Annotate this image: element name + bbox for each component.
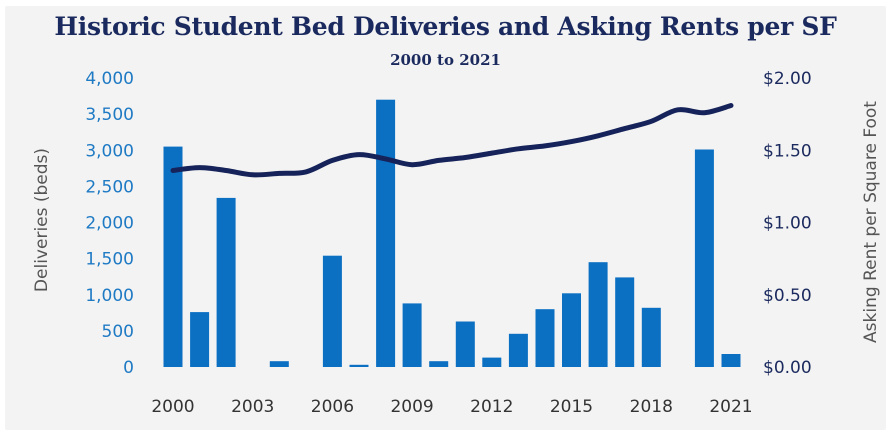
y-right-tick-label: $2.00 [763, 69, 812, 89]
bar-2015 [562, 293, 581, 367]
bar-2014 [535, 309, 555, 367]
y-axis-label-right: Asking Rent per Square Foot [861, 101, 881, 343]
y-left-tick-label: 1,500 [85, 250, 134, 270]
bar-2012 [482, 357, 502, 367]
x-tick-label: 2021 [709, 397, 752, 417]
left-axis-ticks: 0 500 1,000 1,500 2,000 2,500 3,000 3,500 4,000 [85, 69, 134, 378]
y-right-tick-label: $1.00 [763, 214, 812, 234]
rent-line-path [170, 103, 734, 178]
bar-2010 [429, 361, 449, 367]
bar-2016 [588, 262, 608, 367]
y-left-tick-label: 2,500 [85, 177, 134, 197]
y-left-tick-label: 2,000 [85, 214, 134, 234]
y-right-tick-label: $0.50 [763, 286, 812, 306]
bar-2002 [216, 197, 236, 367]
bar-2000 [163, 146, 183, 367]
bar-2011 [455, 321, 475, 367]
y-left-tick-label: 0 [123, 358, 134, 378]
bar-2007 [349, 364, 369, 367]
x-tick-label: 2003 [231, 397, 274, 417]
x-axis-ticks: 2000 2003 2006 2009 2012 2015 2018 2021 [151, 397, 752, 417]
bar-2004 [269, 361, 289, 367]
y-right-tick-label: $1.50 [763, 141, 812, 161]
x-tick-label: 2006 [311, 397, 354, 417]
x-tick-label: 2009 [390, 397, 433, 417]
right-axis-ticks: $0.00 $0.50 $1.00 $1.50 $2.00 [763, 69, 812, 378]
x-tick-label: 2015 [550, 397, 593, 417]
bar-2013 [508, 333, 528, 367]
bar-2021 [721, 354, 741, 367]
x-tick-label: 2012 [470, 397, 513, 417]
x-tick-label: 2018 [630, 397, 673, 417]
y-axis-label-left: Deliveries (beds) [32, 148, 52, 292]
asking-rent-line [170, 103, 734, 178]
y-left-tick-label: 1,000 [85, 286, 134, 306]
y-left-tick-label: 500 [102, 322, 134, 342]
deliveries-bars [163, 99, 741, 367]
bar-2001 [190, 312, 210, 367]
bar-2006 [322, 255, 342, 367]
bar-2018 [641, 307, 661, 367]
y-left-tick-label: 3,500 [85, 105, 134, 125]
x-tick-label: 2000 [151, 397, 194, 417]
y-left-tick-label: 3,000 [85, 141, 134, 161]
y-left-tick-label: 4,000 [85, 69, 134, 89]
chart-subtitle: 2000 to 2021 [390, 51, 501, 69]
bar-2020 [694, 149, 714, 367]
y-right-tick-label: $0.00 [763, 358, 812, 378]
bar-2008 [376, 99, 396, 367]
bar-2009 [402, 303, 422, 367]
bar-2017 [615, 277, 635, 367]
chart-title: Historic Student Bed Deliveries and Aski… [54, 12, 837, 41]
